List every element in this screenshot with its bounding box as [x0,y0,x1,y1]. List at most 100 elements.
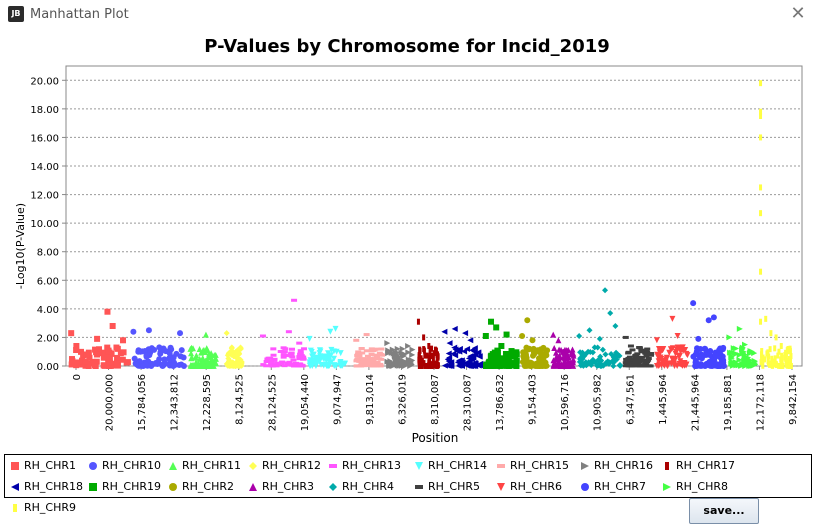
close-button[interactable]: ✕ [790,3,806,24]
x-tick-label: 9,074,947 [332,374,343,425]
data-point [208,362,215,369]
data-point [320,355,327,362]
data-point [296,364,303,368]
series-rh-chr10 [130,327,187,369]
data-point [399,345,406,352]
data-point [378,357,385,361]
legend-marker [415,485,423,489]
legend-marker [663,483,671,491]
data-point [678,361,685,368]
legend-marker [89,483,97,491]
data-point [788,355,792,362]
data-point [317,353,324,360]
y-tick-label: 4.00 [37,305,59,316]
data-point [729,362,736,369]
legend-marker [11,483,19,491]
data-point [638,364,645,368]
data-point [201,349,208,356]
legend-label: RH_CHR15 [510,459,570,472]
data-point [417,351,421,358]
data-point [78,348,85,355]
data-point [654,351,661,358]
series-rh-chr3 [550,331,577,369]
x-tick-label: 13,786,632 [495,374,506,431]
data-point [554,355,561,362]
data-point [359,351,366,355]
legend-marker-shape [663,483,671,491]
data-point [477,362,484,369]
data-point [281,364,288,368]
data-point [312,362,319,369]
data-point [642,351,649,355]
window-title: Manhattan Plot [30,7,129,22]
data-point [417,359,421,366]
legend-marker-shape [497,483,505,491]
data-point [487,353,494,360]
data-point [750,362,757,369]
data-point [602,287,609,294]
data-point [187,345,194,352]
data-point [192,354,199,361]
data-point [636,346,643,350]
legend-marker [11,462,19,470]
data-point [364,354,371,358]
data-point [669,315,676,322]
data-point [622,361,629,365]
data-point [632,354,639,358]
data-point [642,362,649,366]
data-point [356,364,363,368]
data-point [342,360,349,367]
legend-marker [13,504,17,512]
data-point [444,362,451,369]
data-point [325,350,332,357]
legend-label: RH_CHR9 [24,501,77,514]
data-point [625,351,632,355]
legend-label: RH_CHR5 [428,480,481,493]
data-point [765,350,769,357]
data-point [493,324,500,331]
data-point [505,356,512,363]
data-point [373,364,380,368]
data-point [281,350,288,354]
data-point [176,361,183,368]
data-point [395,355,402,362]
data-point [278,362,285,366]
series-rh-chr5 [622,335,655,368]
data-point [416,318,420,325]
data-point [366,356,373,360]
data-point [419,362,423,369]
x-tick-label: 19,054,440 [300,374,311,431]
data-point [759,210,763,217]
data-point [729,349,736,356]
data-point [354,354,361,358]
data-point [82,358,89,365]
data-point [773,359,777,366]
data-point [613,354,620,361]
data-point [777,348,781,355]
data-point [552,349,559,356]
data-point [297,351,304,355]
data-point [647,364,654,368]
data-point [625,357,632,361]
data-point [156,344,163,351]
y-tick-label: 18.00 [30,105,59,116]
data-point [537,361,544,368]
data-point [159,362,166,369]
data-point [223,330,230,337]
data-point [130,328,137,335]
data-point [769,330,773,337]
data-point [759,134,763,141]
data-point [634,359,641,363]
data-point [539,353,546,359]
data-point [358,357,365,361]
data-point [602,351,609,358]
data-point [776,352,780,359]
data-point [385,347,392,354]
data-point [487,362,494,369]
save-button[interactable]: save... [689,498,759,524]
data-point [710,314,717,321]
data-point [513,349,520,356]
data-point [101,349,108,356]
data-point [178,347,185,354]
data-point [434,362,438,369]
